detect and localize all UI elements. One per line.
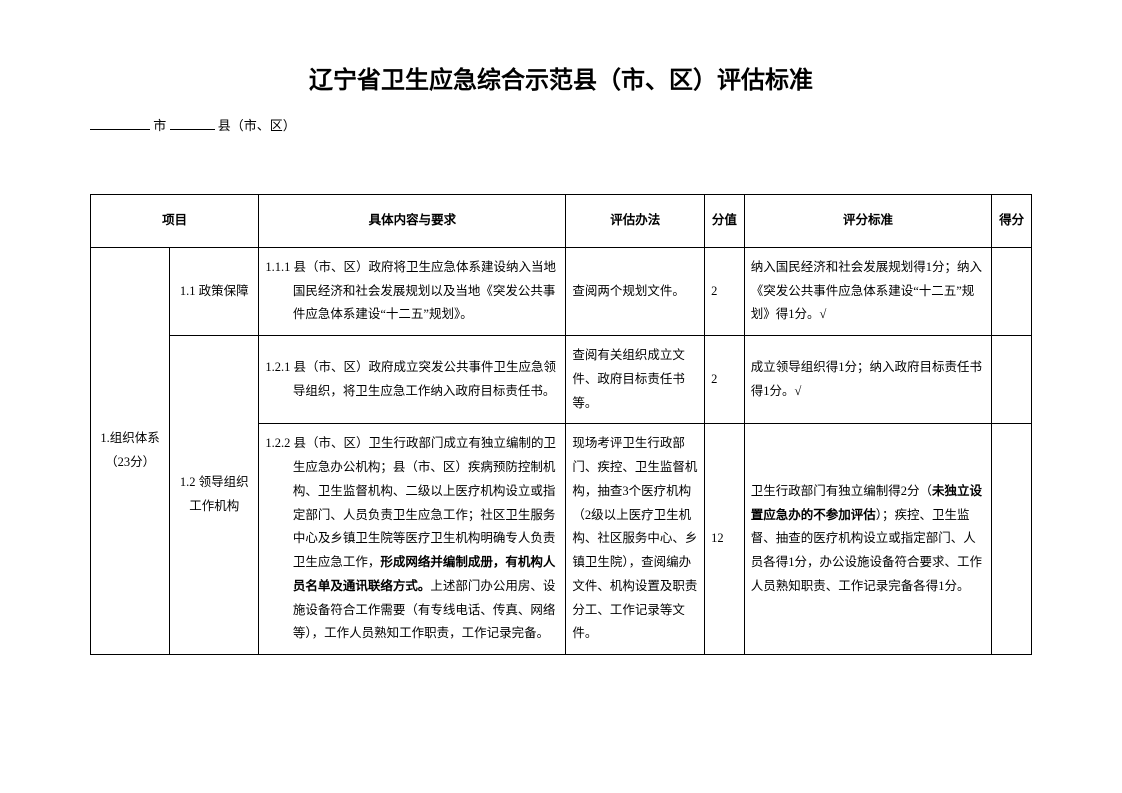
got-cell [992,247,1032,335]
project-cell: 1.组织体系（23分） [91,247,170,654]
content-cell: 1.2.2 县（市、区）卫生行政部门成立有独立编制的卫生应急办公机构；县（市、区… [259,424,566,655]
location-line: 市 县（市、区） [90,115,1032,134]
table-row: 1.2 领导组织工作机构 1.2.1 县（市、区）政府成立突发公共事件卫生应急领… [91,336,1032,424]
county-blank [170,117,215,130]
got-cell [992,336,1032,424]
score-cell: 2 [705,336,745,424]
header-criteria: 评分标准 [744,195,992,248]
score-cell: 12 [705,424,745,655]
content-cell: 1.2.1 县（市、区）政府成立突发公共事件卫生应急领导组织，将卫生应急工作纳入… [259,336,566,424]
evaluation-table: 项目 具体内容与要求 评估办法 分值 评分标准 得分 1.组织体系（23分） 1… [90,194,1032,655]
criteria-prefix: 卫生行政部门有独立编制得2分（ [751,484,932,498]
city-blank [90,117,150,130]
method-cell: 查阅有关组织成立文件、政府目标责任书等。 [566,336,705,424]
header-got: 得分 [992,195,1032,248]
header-method: 评估办法 [566,195,705,248]
score-cell: 2 [705,247,745,335]
header-content: 具体内容与要求 [259,195,566,248]
header-score: 分值 [705,195,745,248]
sub-cell-2: 1.2 领导组织工作机构 [170,336,259,655]
table-header-row: 项目 具体内容与要求 评估办法 分值 评分标准 得分 [91,195,1032,248]
method-cell: 查阅两个规划文件。 [566,247,705,335]
got-cell [992,424,1032,655]
county-label: 县（市、区） [218,118,296,133]
criteria-cell: 成立领导组织得1分；纳入政府目标责任书得1分。√ [744,336,992,424]
content-cell: 1.1.1 县（市、区）政府将卫生应急体系建设纳入当地国民经济和社会发展规划以及… [259,247,566,335]
sub-cell-1: 1.1 政策保障 [170,247,259,335]
content-prefix: 1.2.2 县（市、区）卫生行政部门成立有独立编制的卫生应急办公机构；县（市、区… [265,436,556,569]
page-title: 辽宁省卫生应急综合示范县（市、区）评估标准 [90,60,1032,95]
criteria-cell: 卫生行政部门有独立编制得2分（未独立设置应急办的不参加评估）；疾控、卫生监督、抽… [744,424,992,655]
method-cell: 现场考评卫生行政部门、疾控、卫生监督机构，抽查3个医疗机构（2级以上医疗卫生机构… [566,424,705,655]
table-row: 1.组织体系（23分） 1.1 政策保障 1.1.1 县（市、区）政府将卫生应急… [91,247,1032,335]
city-label: 市 [153,118,166,133]
criteria-cell: 纳入国民经济和社会发展规划得1分；纳入《突发公共事件应急体系建设“十二五”规划》… [744,247,992,335]
header-project: 项目 [91,195,259,248]
